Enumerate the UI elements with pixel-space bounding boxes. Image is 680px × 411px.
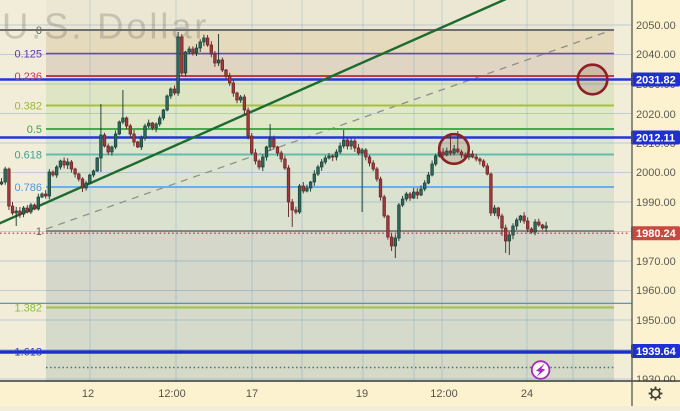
svg-text:1980.24: 1980.24	[636, 228, 677, 240]
svg-text:0.236: 0.236	[14, 71, 42, 83]
svg-text:2031.82: 2031.82	[636, 75, 676, 87]
svg-text:0: 0	[36, 25, 42, 37]
svg-text:2000.00: 2000.00	[636, 167, 676, 179]
svg-text:1950.00: 1950.00	[636, 315, 676, 327]
svg-text:1.618: 1.618	[14, 347, 42, 359]
svg-text:2012.11: 2012.11	[636, 133, 675, 145]
svg-text:1939.64: 1939.64	[636, 346, 677, 358]
svg-text:17: 17	[246, 388, 258, 400]
svg-text:1990.00: 1990.00	[636, 197, 676, 209]
svg-text:0.125: 0.125	[14, 49, 42, 61]
svg-text:2040.00: 2040.00	[636, 49, 676, 61]
svg-text:1960.00: 1960.00	[636, 285, 676, 297]
svg-text:U.S. Dollar: U.S. Dollar	[2, 6, 209, 47]
svg-text:2050.00: 2050.00	[636, 20, 676, 32]
svg-text:19: 19	[356, 388, 368, 400]
svg-text:0.5: 0.5	[27, 124, 42, 136]
svg-text:0.618: 0.618	[14, 150, 42, 162]
svg-text:0.786: 0.786	[14, 182, 42, 194]
svg-text:2020.00: 2020.00	[636, 109, 676, 121]
svg-text:24: 24	[521, 388, 533, 400]
svg-text:12:00: 12:00	[158, 388, 186, 400]
svg-text:1: 1	[36, 226, 42, 238]
svg-text:12: 12	[82, 388, 94, 400]
svg-text:1.382: 1.382	[14, 303, 42, 315]
svg-text:1970.00: 1970.00	[636, 256, 676, 268]
svg-text:12:00: 12:00	[430, 388, 458, 400]
svg-text:0.382: 0.382	[14, 101, 42, 113]
